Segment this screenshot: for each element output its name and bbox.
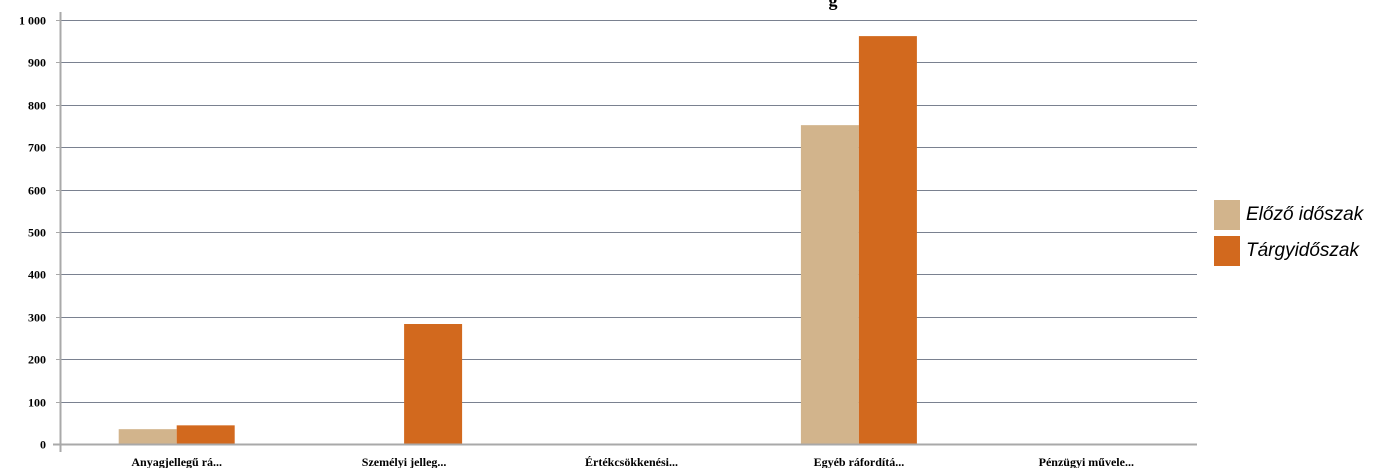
bar-current-period[interactable] — [176, 425, 235, 444]
x-category-labels: Anyagjellegű rá... Személyi jelleg... Érté… — [131, 455, 1134, 468]
x-category-label: Anyagjellegű rá... — [131, 455, 222, 468]
legend-label-current-period: Tárgyidőszak — [1246, 240, 1359, 261]
y-tick-label: 900 — [28, 56, 46, 70]
bar-previous-period[interactable] — [118, 429, 177, 444]
y-tick-label: 400 — [28, 268, 46, 282]
bar-previous-period[interactable] — [800, 125, 859, 444]
legend-item-previous-period[interactable]: Előző időszak — [1214, 200, 1363, 230]
bar-current-period[interactable] — [858, 36, 917, 444]
y-tick-label: 300 — [28, 311, 46, 325]
gridlines — [60, 20, 1197, 403]
y-tick-labels: 0 100 200 300 400 500 600 700 800 900 1 000 — [19, 14, 46, 452]
y-tick-label: 800 — [28, 99, 46, 113]
chart-title: g — [829, 0, 838, 10]
y-tick-label: 100 — [28, 396, 46, 410]
legend-swatch-previous-period — [1214, 200, 1240, 230]
y-tick-label: 1 000 — [19, 14, 46, 28]
y-tick-label: 500 — [28, 226, 46, 240]
legend: Előző időszak Tárgyidőszak — [1214, 200, 1363, 272]
legend-item-current-period[interactable]: Tárgyidőszak — [1214, 236, 1363, 266]
x-category-label: Értékcsökkenési... — [585, 455, 678, 468]
legend-label-previous-period: Előző időszak — [1246, 204, 1364, 225]
x-category-label: Pénzügyi művele... — [1039, 455, 1134, 468]
y-tick-label: 600 — [28, 184, 46, 198]
axes — [53, 12, 1197, 452]
bars — [118, 36, 917, 444]
legend-swatch-current-period — [1214, 236, 1240, 266]
x-category-label: Egyéb ráfordítá... — [814, 455, 905, 468]
y-tick-label: 200 — [28, 353, 46, 367]
y-tick-label: 0 — [40, 438, 46, 452]
y-tick-label: 700 — [28, 141, 46, 155]
x-category-label: Személyi jelleg... — [362, 455, 447, 468]
bar-current-period[interactable] — [404, 324, 463, 444]
